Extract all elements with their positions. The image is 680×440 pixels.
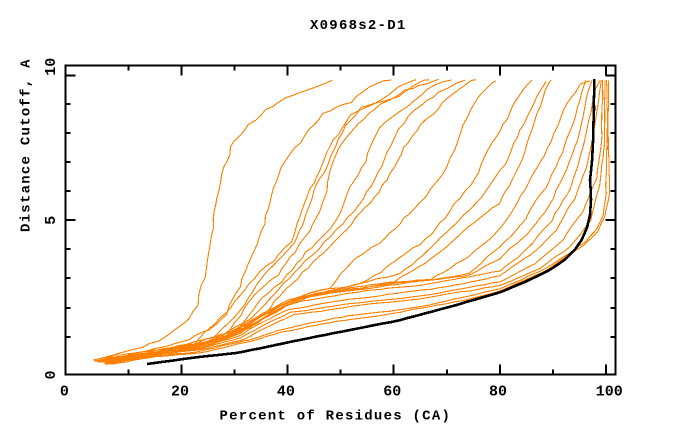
svg-text:40: 40 bbox=[277, 384, 295, 401]
svg-text:60: 60 bbox=[383, 384, 401, 401]
svg-text:100: 100 bbox=[596, 384, 623, 401]
svg-text:0: 0 bbox=[60, 384, 69, 401]
svg-text:Distance Cutoff, A: Distance Cutoff, A bbox=[19, 58, 35, 232]
svg-text:Percent of Residues (CA): Percent of Residues (CA) bbox=[220, 409, 452, 425]
svg-text:0: 0 bbox=[43, 370, 60, 379]
svg-text:20: 20 bbox=[171, 384, 189, 401]
svg-text:80: 80 bbox=[489, 384, 507, 401]
svg-text:10: 10 bbox=[43, 58, 60, 76]
svg-text:X0968s2-D1: X0968s2-D1 bbox=[310, 18, 407, 34]
svg-text:5: 5 bbox=[43, 216, 60, 225]
